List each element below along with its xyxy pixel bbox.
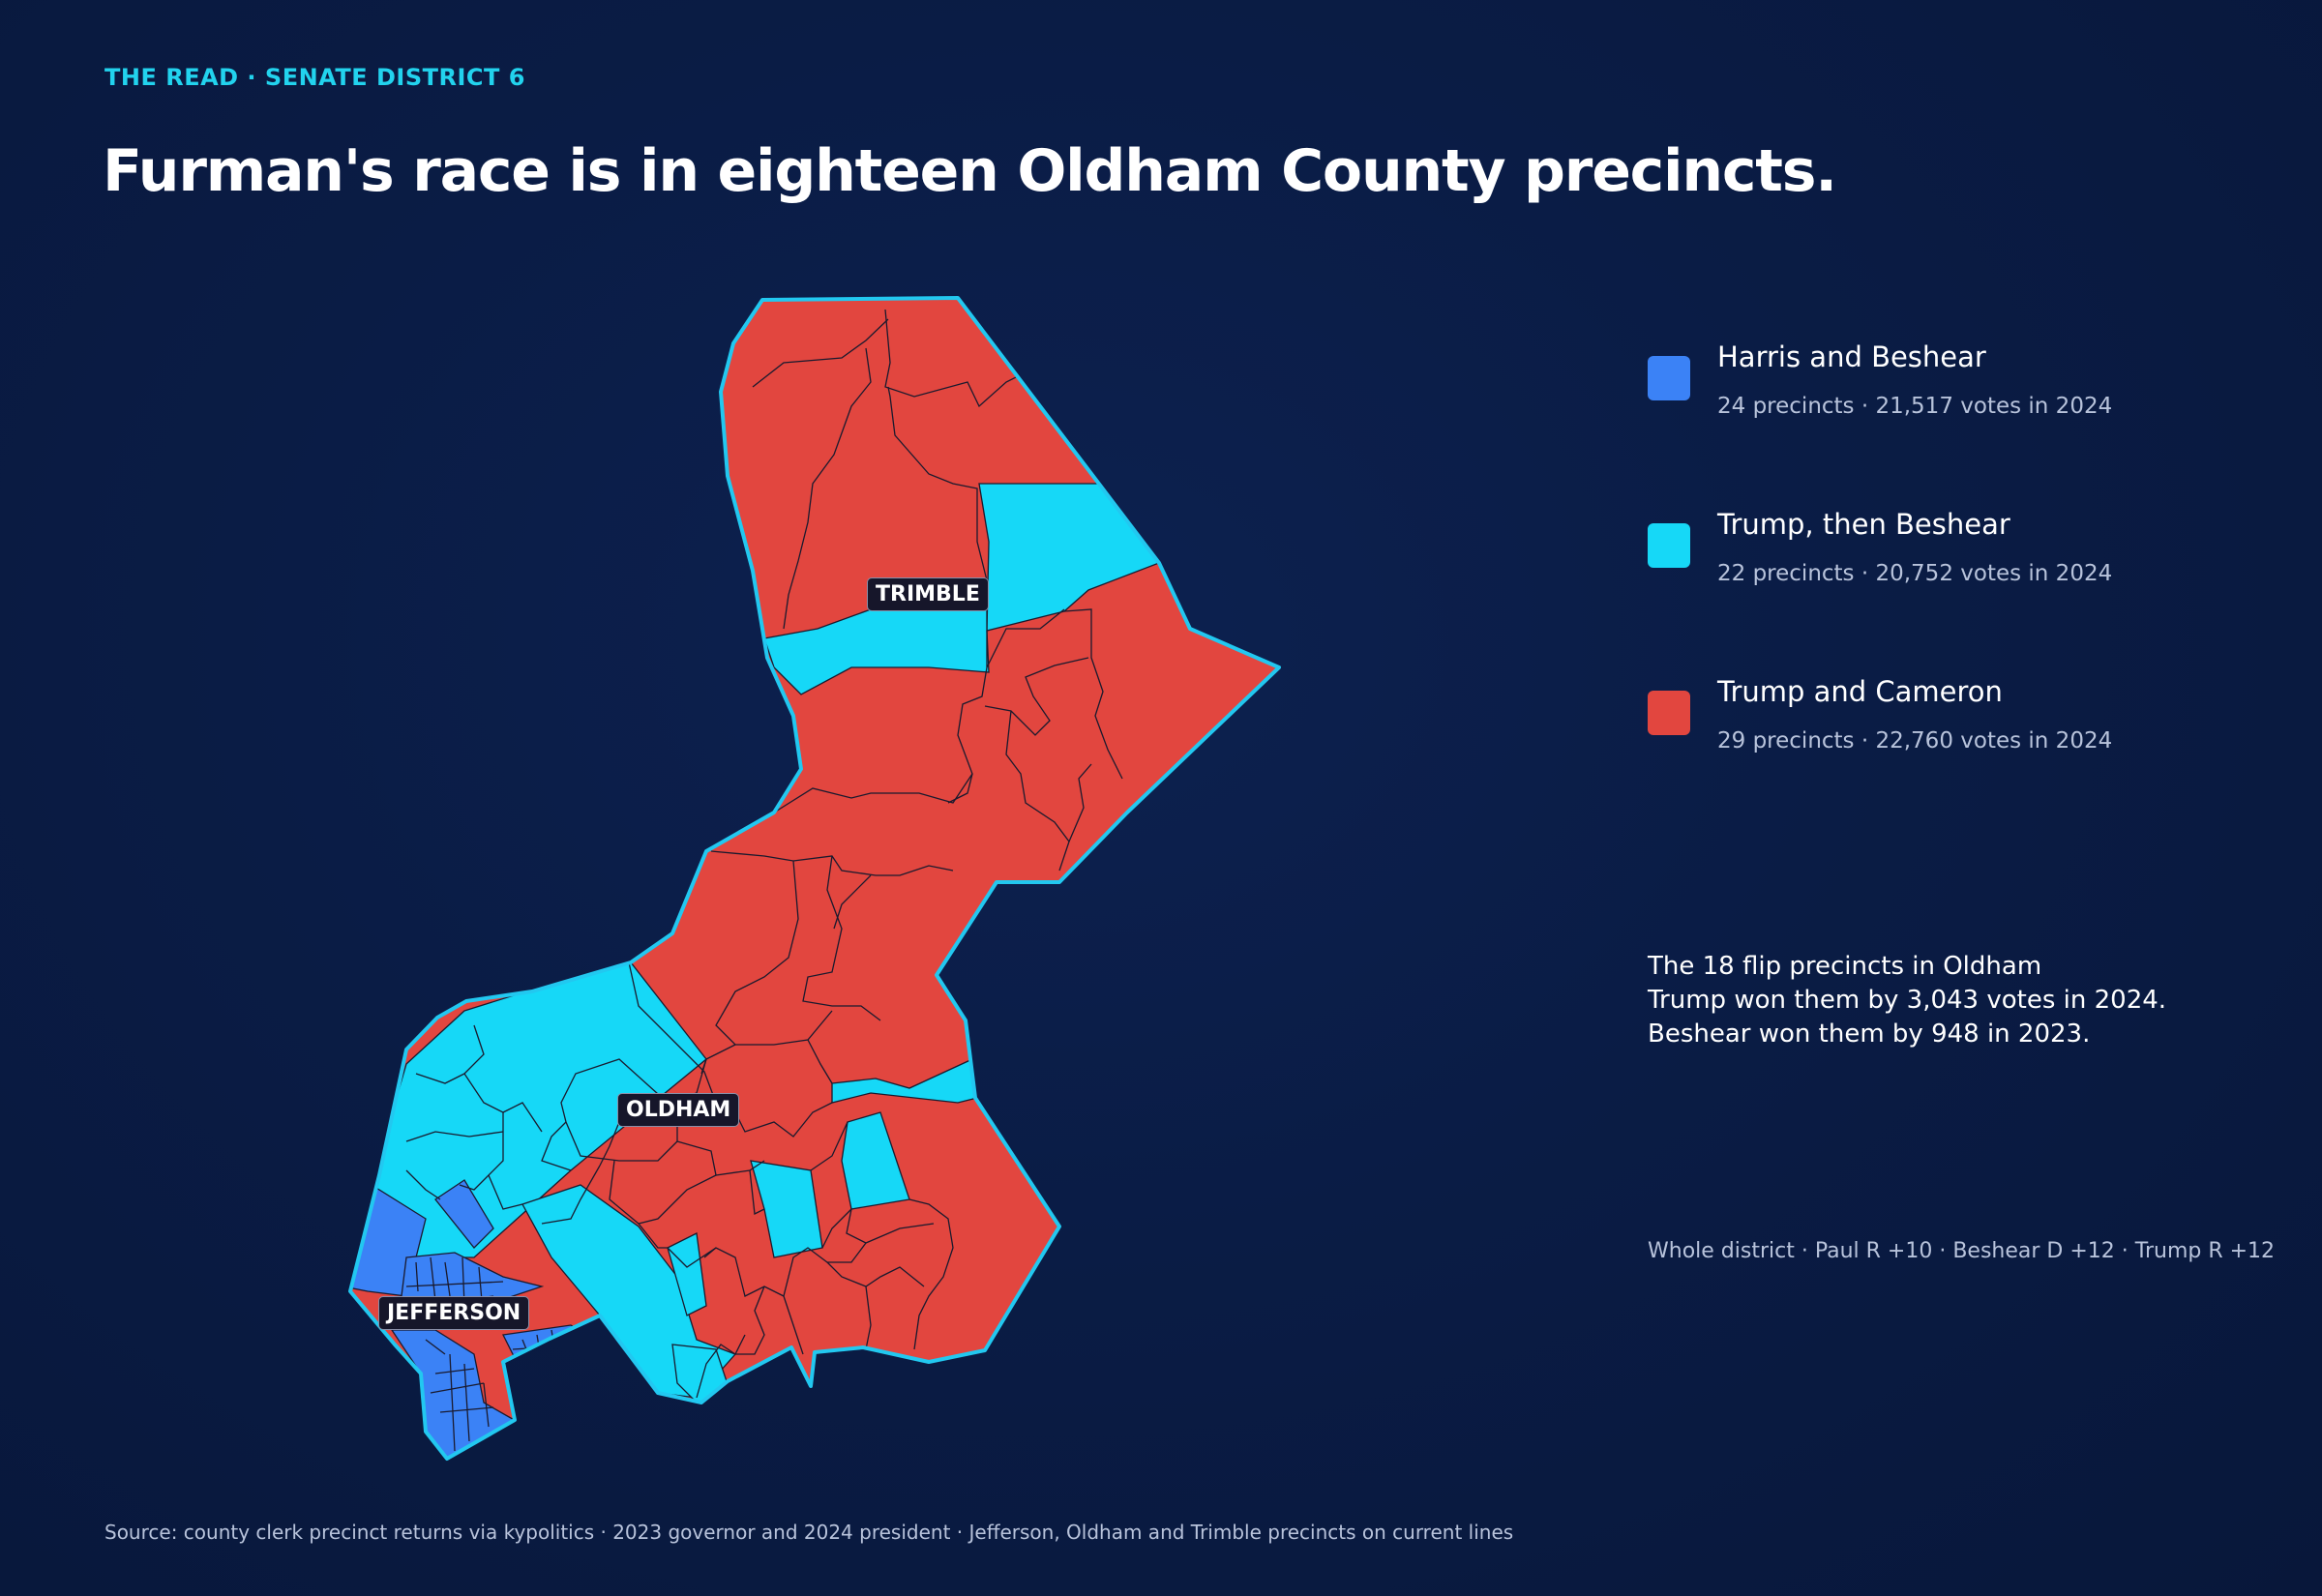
- legend-item-trump-cameron: Trump and Cameron 29 precincts · 22,760 …: [1648, 675, 2189, 782]
- legend-stat: 24 precincts · 21,517 votes in 2024: [1717, 394, 2113, 419]
- precinct-map: [348, 296, 1281, 1461]
- note-line-3: Beshear won them by 948 in 2023.: [1648, 1020, 2091, 1049]
- precinct-oldham-cyan-mid2: [841, 1111, 910, 1210]
- precinct-jefferson-blue-north: [434, 1179, 494, 1249]
- county-label-jefferson: JEFFERSON: [378, 1296, 530, 1330]
- legend-swatch-harris-beshear: [1648, 356, 1690, 400]
- district-outline: [348, 296, 1281, 1461]
- legend-swatch-trump-beshear: [1648, 523, 1690, 568]
- note-line-1: The 18 flip precincts in Oldham: [1648, 952, 2042, 981]
- source-note: Source: county clerk precinct returns vi…: [104, 1521, 1514, 1544]
- headline: Furman's race is in eighteen Oldham Coun…: [103, 137, 1837, 205]
- whole-district-summary: Whole district · Paul R +10 · Beshear D …: [1648, 1239, 2276, 1263]
- legend-stat: 22 precincts · 20,752 votes in 2024: [1717, 561, 2113, 586]
- legend-item-harris-beshear: Harris and Beshear 24 precincts · 21,517…: [1648, 340, 2189, 447]
- legend-label: Trump and Cameron: [1717, 675, 2003, 708]
- legend-stat: 29 precincts · 22,760 votes in 2024: [1717, 728, 2113, 754]
- legend-item-trump-beshear: Trump, then Beshear 22 precincts · 20,75…: [1648, 508, 2189, 614]
- note-line-2: Trump won them by 3,043 votes in 2024.: [1648, 986, 2167, 1015]
- precinct-oldham-cyan-mid1: [750, 1160, 823, 1258]
- kicker: THE READ · SENATE DISTRICT 6: [104, 64, 525, 91]
- legend-swatch-trump-cameron: [1648, 691, 1690, 735]
- county-label-oldham: OLDHAM: [617, 1093, 740, 1127]
- legend-label: Harris and Beshear: [1717, 340, 1986, 373]
- precinct-oldham-cyan-south: [667, 1232, 707, 1316]
- legend-label: Trump, then Beshear: [1717, 508, 2010, 541]
- flip-precincts-note: The 18 flip precincts in Oldham Trump wo…: [1648, 950, 2166, 1051]
- county-label-trimble: TRIMBLE: [867, 577, 989, 611]
- precinct-trimble-cyan-band: [763, 599, 990, 695]
